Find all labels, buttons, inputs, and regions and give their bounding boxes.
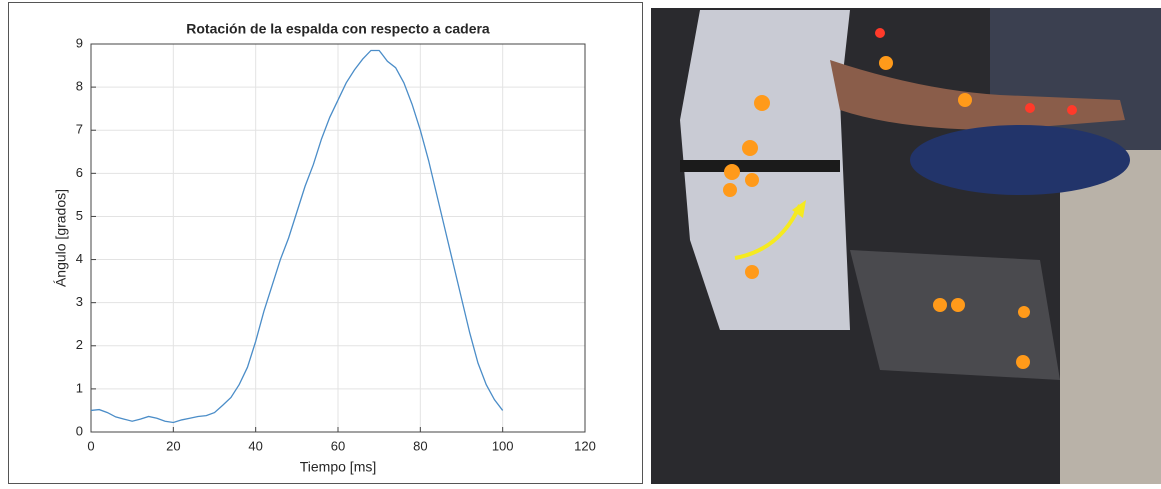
steering-wheel xyxy=(910,125,1130,195)
marker xyxy=(875,28,885,38)
y-tick-label: 0 xyxy=(76,423,83,438)
marker xyxy=(933,298,947,312)
y-tick-label: 2 xyxy=(76,337,83,352)
marker xyxy=(745,173,759,187)
belt xyxy=(680,160,840,172)
page: {"chart_data": {"type": "line", "title":… xyxy=(0,0,1161,484)
y-tick-label: 8 xyxy=(76,79,83,94)
marker xyxy=(879,56,893,70)
x-tick-label: 120 xyxy=(574,438,596,453)
x-tick-label: 40 xyxy=(248,438,262,453)
marker xyxy=(742,140,758,156)
y-tick-label: 4 xyxy=(76,251,83,266)
x-tick-label: 80 xyxy=(413,438,427,453)
x-tick-label: 20 xyxy=(166,438,180,453)
x-tick-label: 0 xyxy=(87,438,94,453)
y-axis-label: Ángulo [grados] xyxy=(53,189,69,287)
chart-title: Rotación de la espalda con respecto a ca… xyxy=(186,21,490,37)
y-tick-label: 6 xyxy=(76,165,83,180)
marker xyxy=(724,164,740,180)
marker xyxy=(723,183,737,197)
x-tick-label: 100 xyxy=(492,438,514,453)
y-tick-label: 3 xyxy=(76,294,83,309)
y-tick-label: 7 xyxy=(76,122,83,137)
marker xyxy=(745,265,759,279)
y-tick-label: 5 xyxy=(76,208,83,223)
marker xyxy=(1018,306,1030,318)
marker xyxy=(958,93,972,107)
marker xyxy=(1025,103,1035,113)
figure: 0123456789020406080100120 Rota xyxy=(0,0,1161,484)
marker xyxy=(1067,105,1077,115)
y-tick-label: 9 xyxy=(76,35,83,50)
y-tick-label: 1 xyxy=(76,380,83,395)
x-tick-label: 60 xyxy=(331,438,345,453)
x-axis-label: Tiempo [ms] xyxy=(300,459,377,475)
marker xyxy=(754,95,770,111)
door-panel xyxy=(1060,150,1161,484)
marker xyxy=(951,298,965,312)
marker xyxy=(1016,355,1030,369)
photo xyxy=(651,8,1161,484)
